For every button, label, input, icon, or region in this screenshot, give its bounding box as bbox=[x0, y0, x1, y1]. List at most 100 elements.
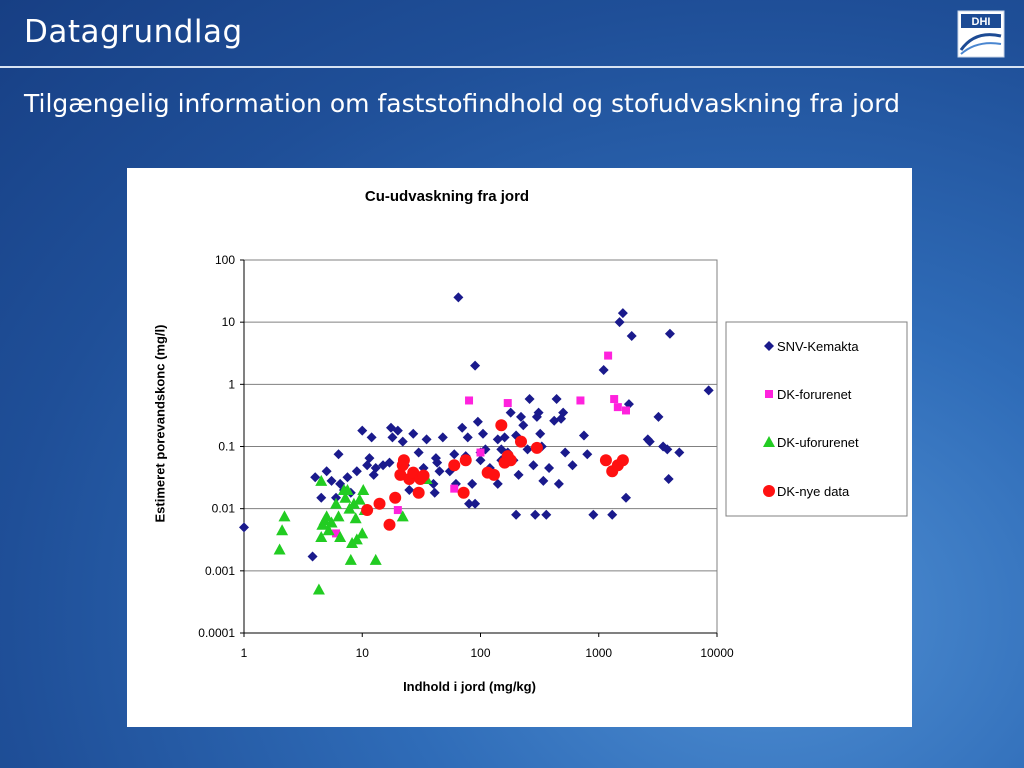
data-point-diamond bbox=[384, 457, 395, 468]
data-point-diamond bbox=[582, 449, 593, 460]
data-point-diamond bbox=[404, 484, 415, 495]
data-point-diamond bbox=[472, 416, 483, 427]
data-point-diamond bbox=[515, 411, 526, 422]
data-point-diamond bbox=[432, 457, 443, 468]
data-point-triangle bbox=[315, 531, 328, 543]
y-tick-label: 0.0001 bbox=[198, 626, 235, 640]
legend-item: DK-uforurenet bbox=[763, 435, 859, 450]
data-point-diamond bbox=[357, 425, 368, 436]
axes bbox=[240, 259, 718, 637]
data-point-diamond bbox=[470, 498, 481, 509]
data-point-diamond bbox=[462, 432, 473, 443]
legend-item: DK-forurenet bbox=[765, 387, 852, 402]
data-point-circle bbox=[487, 468, 500, 481]
data-point-triangle bbox=[350, 533, 363, 545]
data-point-diamond bbox=[470, 360, 481, 371]
data-point-square bbox=[622, 406, 631, 415]
data-point-square bbox=[613, 403, 622, 412]
data-point-circle bbox=[530, 441, 543, 454]
data-point-circle bbox=[383, 518, 396, 531]
data-point-diamond bbox=[518, 420, 529, 431]
data-point-diamond bbox=[538, 475, 549, 486]
data-point-diamond bbox=[674, 447, 685, 458]
chart-panel: 100 10 1 0.1 0.01 0.001 0.0001 1 10 100 1000 10000 … bbox=[127, 168, 912, 727]
data-point-triangle bbox=[276, 524, 289, 536]
data-point-diamond bbox=[614, 317, 625, 328]
data-point-triangle bbox=[273, 543, 286, 555]
data-point-circle bbox=[599, 454, 612, 467]
data-point-square bbox=[503, 399, 512, 408]
data-point-diamond bbox=[239, 522, 249, 533]
data-point-diamond bbox=[644, 436, 655, 447]
data-point-triangle bbox=[312, 583, 325, 595]
data-point-diamond bbox=[326, 475, 337, 486]
data-point-diamond bbox=[434, 466, 445, 477]
data-point-diamond bbox=[449, 449, 460, 460]
data-point-diamond bbox=[467, 478, 478, 489]
data-point-circle bbox=[412, 486, 425, 499]
data-point-diamond bbox=[464, 498, 475, 509]
data-point-diamond bbox=[544, 463, 555, 474]
y-tick-label: 0.001 bbox=[205, 564, 235, 578]
data-point-diamond bbox=[505, 407, 516, 418]
y-tick-label: 0.01 bbox=[212, 502, 236, 516]
data-point-triangle bbox=[278, 510, 291, 522]
data-point-square bbox=[476, 448, 485, 457]
data-point-diamond bbox=[499, 432, 510, 443]
data-point-diamond bbox=[421, 434, 432, 445]
data-point-diamond bbox=[316, 492, 327, 503]
data-point-diamond bbox=[331, 492, 342, 503]
data-point-diamond bbox=[453, 292, 464, 303]
data-point-triangle bbox=[315, 474, 328, 486]
legend-marker-triangle bbox=[763, 436, 775, 447]
data-point-circle bbox=[397, 454, 410, 467]
data-point-diamond bbox=[653, 411, 664, 422]
tick-labels: 100 10 1 0.1 0.01 0.001 0.0001 1 10 100 1000 10000 bbox=[198, 253, 734, 660]
data-point-circle bbox=[394, 468, 407, 481]
data-point-circle bbox=[504, 454, 517, 467]
data-point-diamond bbox=[556, 413, 567, 424]
data-point-diamond bbox=[342, 472, 353, 483]
data-point-circle bbox=[361, 504, 374, 517]
logo-text: DHI bbox=[972, 16, 991, 28]
data-point-diamond bbox=[607, 509, 618, 520]
data-point-diamond bbox=[535, 428, 546, 439]
y-axis-label: Estimeret porevandskonc (mg/l) bbox=[152, 324, 168, 523]
data-point-diamond bbox=[475, 455, 486, 466]
data-point-diamond bbox=[530, 509, 541, 520]
data-point-diamond bbox=[663, 474, 674, 485]
data-point-diamond bbox=[588, 509, 599, 520]
y-tick-label: 100 bbox=[215, 253, 235, 267]
slide-subtitle: Tilgængelig information om faststofindho… bbox=[24, 89, 900, 118]
data-point-diamond bbox=[528, 460, 539, 471]
slide-title: Datagrundlag bbox=[24, 14, 243, 50]
data-point-diamond bbox=[429, 487, 440, 498]
data-point-diamond bbox=[626, 330, 637, 341]
data-point-triangle bbox=[332, 510, 345, 522]
legend-marker-circle bbox=[763, 485, 775, 497]
data-point-circle bbox=[417, 469, 430, 482]
legend-marker-square bbox=[765, 390, 773, 398]
data-point-diamond bbox=[703, 385, 714, 396]
data-point-circle bbox=[495, 419, 508, 432]
data-point-diamond bbox=[558, 407, 569, 418]
data-point-square bbox=[610, 395, 619, 404]
data-point-diamond bbox=[437, 432, 448, 443]
dhi-logo: DHI bbox=[957, 10, 1005, 58]
data-point-triangle bbox=[396, 510, 409, 522]
data-point-diamond bbox=[310, 472, 321, 483]
data-point-square bbox=[465, 396, 474, 405]
legend-box bbox=[725, 321, 908, 517]
x-tick-label: 1000 bbox=[585, 646, 612, 660]
data-point-diamond bbox=[662, 444, 673, 455]
data-point-circle bbox=[459, 454, 472, 467]
x-axis-label: Indhold i jord (mg/kg) bbox=[403, 679, 536, 694]
data-point-diamond bbox=[364, 453, 375, 464]
y-tick-label: 1 bbox=[228, 377, 235, 391]
data-point-diamond bbox=[307, 551, 318, 562]
x-tick-label: 10000 bbox=[700, 646, 734, 660]
series-square bbox=[332, 351, 631, 538]
data-point-circle bbox=[514, 435, 527, 448]
data-point-circle bbox=[389, 491, 402, 504]
